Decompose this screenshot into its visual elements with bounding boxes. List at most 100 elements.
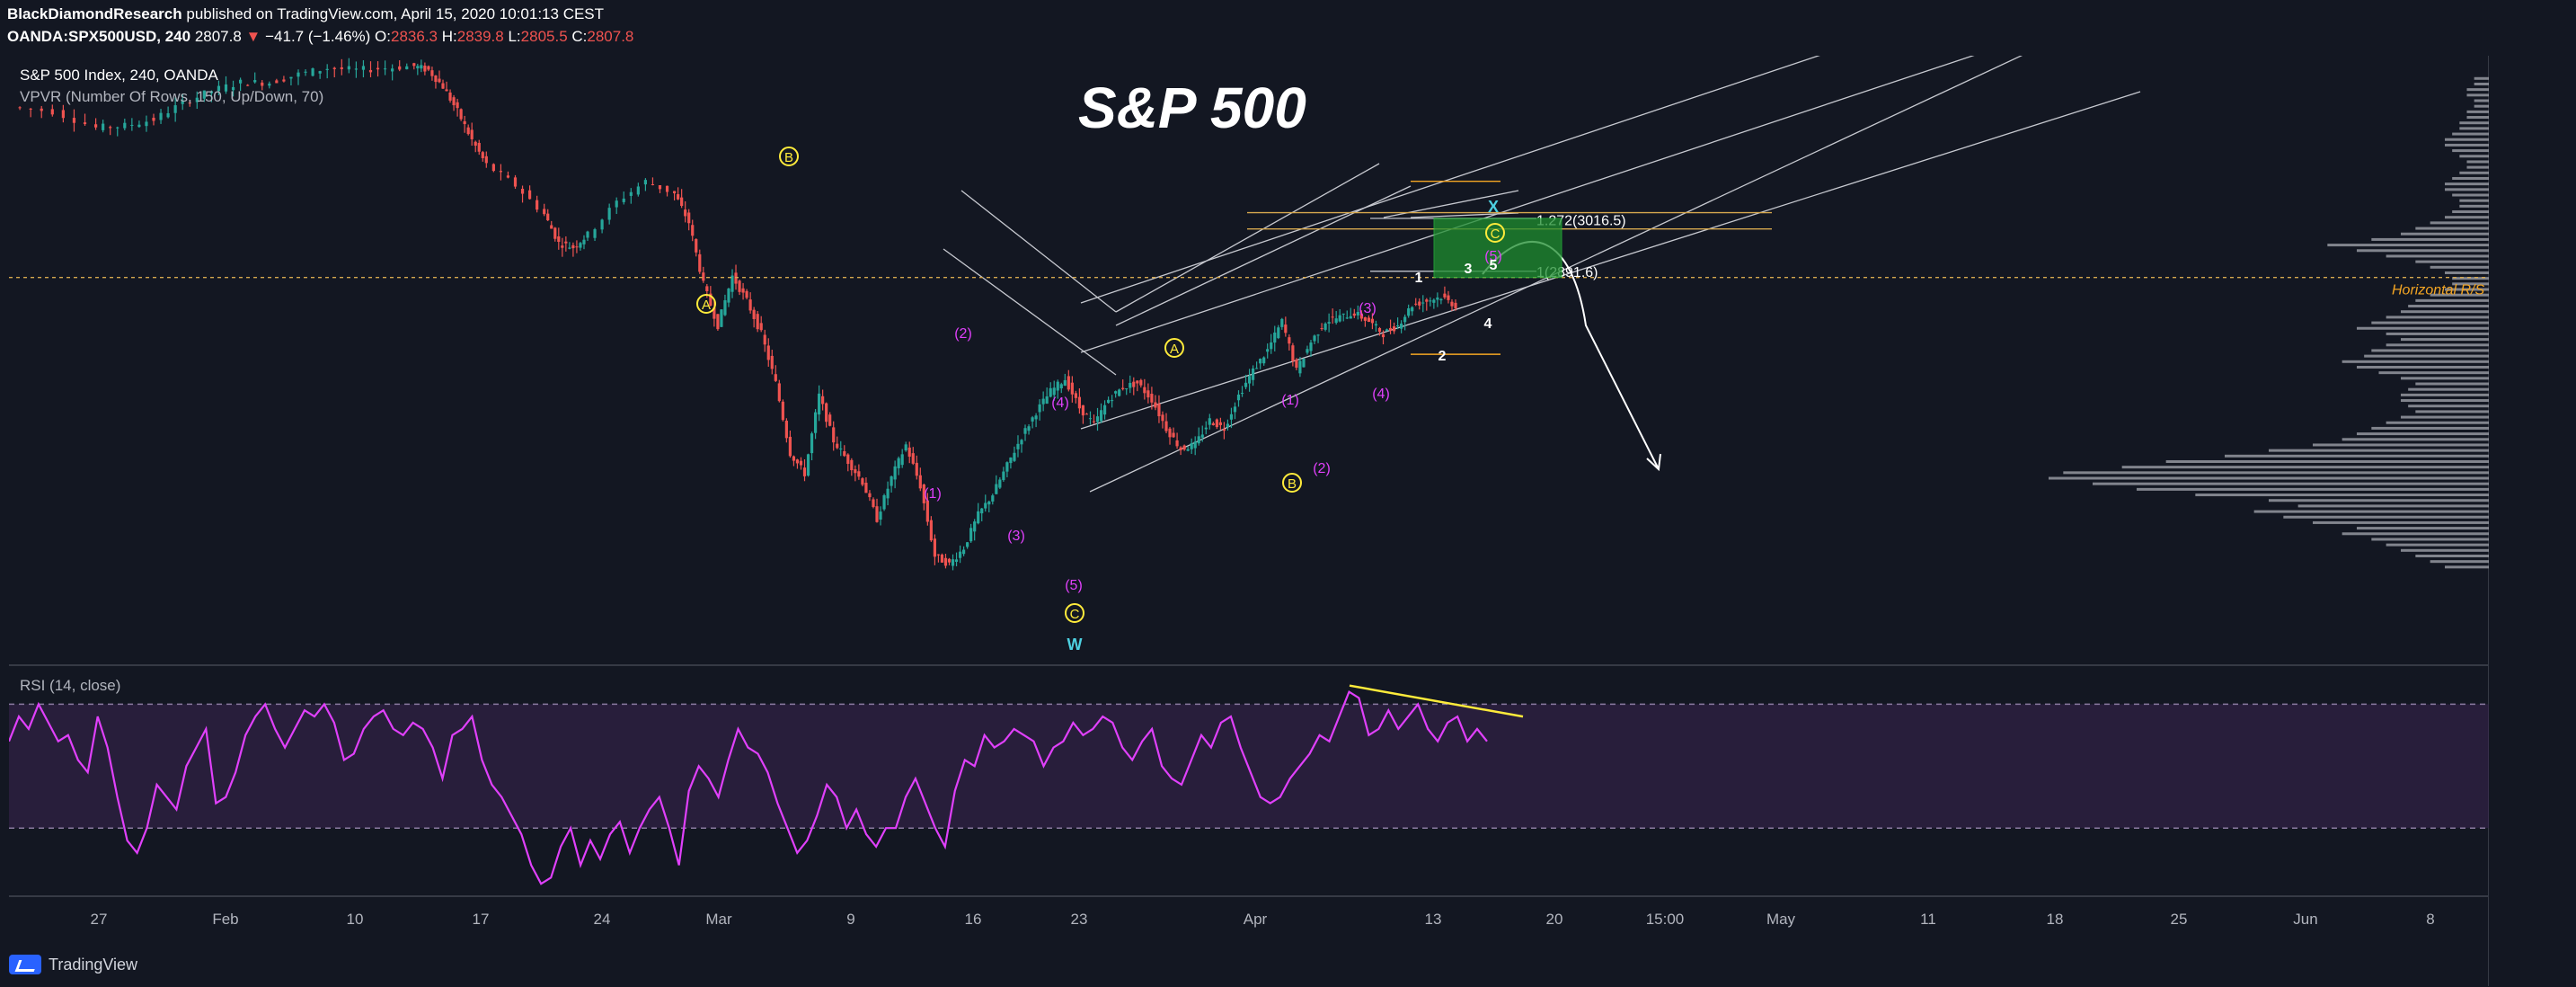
rsi-legend[interactable]: RSI (14, close) — [20, 677, 120, 694]
candle-body — [340, 67, 343, 69]
vpvr-bar — [2401, 338, 2489, 342]
time-tick-label: 16 — [965, 911, 982, 928]
candle-body — [1005, 462, 1009, 472]
time-tick-label: Feb — [212, 911, 238, 928]
candle-body — [781, 401, 784, 421]
candle-body — [907, 447, 911, 458]
candle-body — [716, 314, 720, 330]
candle-body — [738, 280, 741, 292]
candle-body — [361, 66, 366, 70]
candle-body — [1143, 387, 1146, 394]
chart-title: S&P 500 — [1078, 76, 1306, 140]
vpvr-bar — [2401, 310, 2489, 314]
vpvr-bar — [2225, 454, 2489, 458]
candle-body — [304, 71, 307, 73]
candle-body — [1262, 357, 1266, 364]
vpvr-bar — [2401, 393, 2489, 396]
wave-label: (3) — [1007, 529, 1025, 544]
candle-body — [1229, 413, 1234, 420]
candle-body — [995, 484, 998, 494]
candle-body — [958, 551, 962, 558]
vpvr-bar — [2474, 99, 2489, 102]
rsi-divergence-line[interactable] — [1349, 684, 1524, 718]
wave-label: C — [1070, 607, 1080, 622]
candle-body — [347, 66, 350, 70]
candle-body — [1323, 323, 1327, 330]
axes: 2000.02100.02200.02300.02400.02500.02600… — [91, 911, 2435, 928]
vpvr-bar — [2415, 260, 2489, 263]
candle-body — [893, 466, 897, 480]
wave-label: 1 — [1415, 271, 1423, 286]
candle-body — [452, 97, 456, 106]
candle-body — [821, 396, 825, 405]
trend-line — [1115, 185, 1412, 326]
wave-label: B — [784, 150, 793, 165]
candle-body — [1218, 422, 1222, 425]
candle-body — [470, 129, 474, 139]
candle-body — [477, 142, 481, 152]
vpvr-bar — [2415, 298, 2489, 302]
green-target-box[interactable] — [1433, 218, 1562, 279]
candle-body — [318, 71, 322, 74]
candle-body — [651, 183, 655, 185]
vpvr-bar — [2415, 410, 2489, 413]
candle-body — [911, 453, 915, 464]
vpvr-bar — [2357, 527, 2489, 530]
candle-body — [713, 307, 716, 319]
candle-body — [116, 127, 120, 129]
candle-body — [832, 427, 836, 443]
candle-body — [897, 458, 900, 468]
vpvr-bar — [2452, 176, 2489, 180]
candle-body — [1381, 333, 1385, 338]
candle-body — [879, 511, 882, 520]
candle-body — [861, 478, 864, 485]
vpvr-bar — [2283, 515, 2489, 519]
time-tick-label: 9 — [846, 911, 854, 928]
series-legend[interactable]: S&P 500 Index, 240, OANDA — [20, 67, 218, 84]
candle-body — [1370, 318, 1375, 324]
trend-line — [1410, 212, 1519, 218]
candle-body — [828, 414, 832, 426]
vpvr-bar — [2408, 405, 2489, 408]
tradingview-logo[interactable]: TradingView — [9, 951, 137, 978]
candle-body — [434, 76, 438, 83]
candle-body — [1291, 345, 1295, 361]
candle-body — [1077, 396, 1081, 409]
vpvr-bar — [2430, 293, 2489, 297]
candle-body — [799, 460, 803, 466]
candle-body — [209, 91, 213, 93]
candle-body — [282, 79, 286, 82]
candle-body — [1020, 440, 1023, 445]
author-name[interactable]: BlackDiamondResearch — [7, 5, 182, 22]
candle-body — [784, 421, 788, 439]
candle-body — [384, 68, 387, 70]
open-label: O: — [375, 28, 391, 45]
price-change: −41.7 (−1.46%) — [265, 28, 371, 45]
time-tick-label: 27 — [91, 911, 108, 928]
vpvr-bar — [2445, 188, 2489, 191]
candle-body — [774, 374, 777, 381]
candle-body — [1172, 432, 1175, 438]
time-tick-label: 23 — [1071, 911, 1088, 928]
chart-canvas[interactable]: Horizontal R/S1.272(3016.5)1(2891.6)2876… — [9, 56, 2489, 986]
candle-body — [1107, 399, 1111, 404]
ohlc-header: OANDA:SPX500USD, 240 2807.8 ▼ −41.7 (−1.… — [7, 28, 633, 46]
vpvr-legend[interactable]: VPVR (Number Of Rows, 150, Up/Down, 70) — [20, 88, 323, 105]
candle-body — [405, 66, 409, 70]
candle-body — [1175, 440, 1179, 447]
candle-body — [1338, 315, 1341, 322]
candle-body — [18, 107, 22, 109]
candle-body — [850, 459, 854, 471]
candle-body — [788, 436, 792, 457]
candle-body — [1200, 434, 1204, 438]
vpvr-bar — [2415, 227, 2489, 230]
candle-body — [684, 209, 687, 217]
candle-body — [1298, 360, 1302, 374]
vpvr-bar — [2371, 321, 2489, 325]
vpvr-bar — [2452, 277, 2489, 280]
candle-body — [702, 272, 705, 281]
candle-body — [1270, 342, 1273, 350]
candle-body — [231, 86, 235, 91]
high-value: 2839.8 — [456, 28, 504, 45]
vpvr-bar — [2408, 305, 2489, 308]
